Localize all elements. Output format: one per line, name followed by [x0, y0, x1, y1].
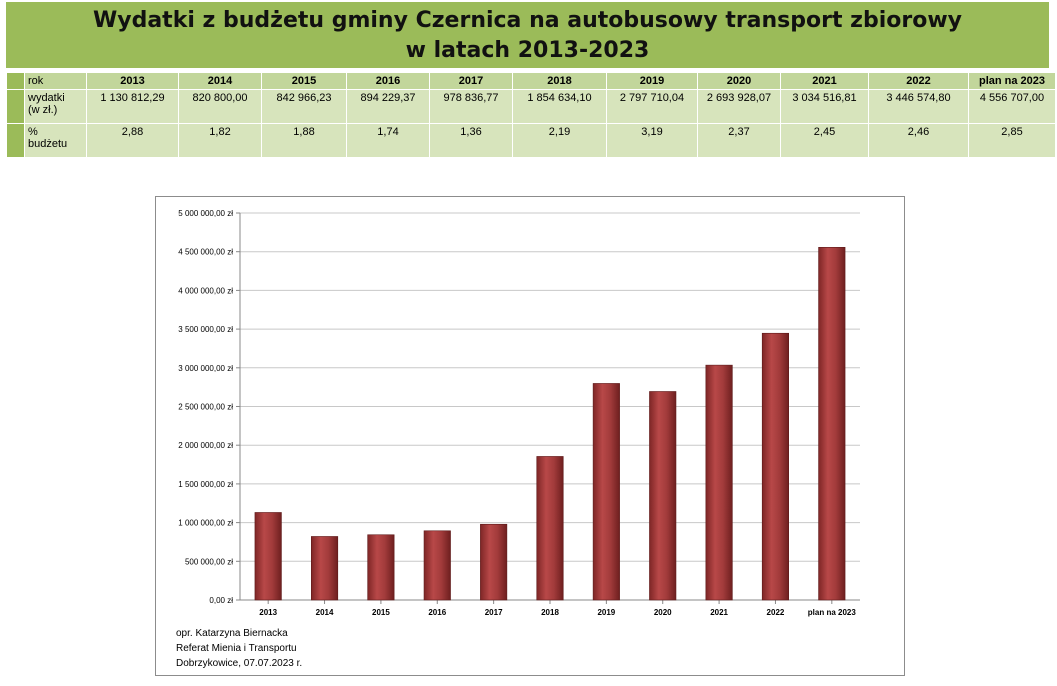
table-cell: 1,88: [261, 123, 347, 158]
bar: [705, 364, 733, 601]
table-cell: 1,74: [346, 123, 430, 158]
bar: [592, 383, 620, 601]
x-tick-label: plan na 2023: [808, 608, 857, 617]
y-tick-label: 3 000 000,00 zł: [178, 364, 233, 373]
table-row-expenses: wydatki (w zł.) 1 130 812,29 820 800,00 …: [6, 89, 1056, 124]
data-table: rok 2013 2014 2015 2016 2017 2018 2019 2…: [6, 72, 1056, 158]
header-year: 2021: [780, 72, 869, 90]
row-marker: [6, 89, 25, 124]
y-tick-label: 4 500 000,00 zł: [178, 248, 233, 257]
table-cell: 1,36: [429, 123, 513, 158]
table-cell: 1,82: [178, 123, 262, 158]
bar: [818, 247, 846, 601]
x-tick-label: 2019: [597, 608, 615, 617]
row-marker: [6, 123, 25, 158]
x-tick-label: 2013: [259, 608, 277, 617]
table-cell: 2,45: [780, 123, 869, 158]
place-date-line: Dobrzykowice, 07.07.2023 r.: [176, 658, 303, 669]
department-line: Referat Mienia i Transportu: [176, 643, 297, 654]
y-tick-label: 3 500 000,00 zł: [178, 325, 233, 334]
table-cell: 1 130 812,29: [86, 89, 179, 124]
header-year: 2015: [261, 72, 347, 90]
table-cell: 2 797 710,04: [606, 89, 698, 124]
table-cell: 842 966,23: [261, 89, 347, 124]
header-year: 2017: [429, 72, 513, 90]
x-tick-label: 2021: [710, 608, 728, 617]
x-tick-label: 2018: [541, 608, 559, 617]
bar: [423, 530, 451, 601]
table-cell: 2,85: [968, 123, 1056, 158]
header-year: plan na 2023: [968, 72, 1056, 90]
title-line-1: Wydatki z budżetu gminy Czernica na auto…: [92, 8, 963, 33]
chart-frame: 0,00 zł 500 000,00 zł 1 000 000,00 zł 1 500…: [155, 196, 905, 676]
table-cell: 978 836,77: [429, 89, 513, 124]
y-tick-label: 4 000 000,00 zł: [178, 286, 233, 295]
header-year: 2019: [606, 72, 698, 90]
table-cell: 894 229,37: [346, 89, 430, 124]
bar-chart: 0,00 zł 500 000,00 zł 1 000 000,00 zł 1 500…: [178, 209, 860, 617]
y-tick-label: 1 000 000,00 zł: [178, 519, 233, 528]
y-tick-label: 500 000,00 zł: [185, 557, 233, 566]
x-tick-label: 2016: [428, 608, 446, 617]
table-cell: 4 556 707,00: [968, 89, 1056, 124]
header-year: 2020: [697, 72, 781, 90]
header-year: 2022: [868, 72, 969, 90]
bar: [536, 456, 564, 601]
header-year: 2014: [178, 72, 262, 90]
row-label-line: budżetu: [28, 138, 68, 150]
table-cell: 820 800,00: [178, 89, 262, 124]
bar: [480, 523, 508, 601]
table-cell: 3 034 516,81: [780, 89, 869, 124]
author-note: opr. Katarzyna Biernacka Referat Mienia …: [176, 626, 302, 671]
table-cell: 3,19: [606, 123, 698, 158]
table-header-row: rok 2013 2014 2015 2016 2017 2018 2019 2…: [6, 72, 1056, 90]
bar: [761, 332, 790, 601]
row-label-line: (w zł.): [28, 104, 58, 116]
title-line-2: w latach 2013-2023: [405, 38, 650, 63]
y-tick-label: 0,00 zł: [209, 596, 233, 605]
x-tick-label: 2020: [654, 608, 672, 617]
author-line: opr. Katarzyna Biernacka: [176, 628, 288, 639]
bar: [311, 536, 339, 601]
x-tick-label: 2014: [316, 608, 334, 617]
row-label: wydatki (w zł.): [24, 89, 87, 124]
row-label: % budżetu: [24, 123, 87, 158]
row-marker: [6, 72, 25, 90]
table-cell: 2,88: [86, 123, 179, 158]
x-tick-label: 2017: [485, 608, 503, 617]
table-cell: 1 854 634,10: [512, 89, 607, 124]
row-label-line: %: [28, 126, 38, 138]
header-year: 2016: [346, 72, 430, 90]
header-year: 2018: [512, 72, 607, 90]
title-band: Wydatki z budżetu gminy Czernica na auto…: [6, 2, 1049, 68]
y-tick-label: 2 000 000,00 zł: [178, 441, 233, 450]
table-cell: 3 446 574,80: [868, 89, 969, 124]
bar: [649, 391, 677, 601]
y-tick-label: 2 500 000,00 zł: [178, 403, 233, 412]
y-tick-label: 1 500 000,00 zł: [178, 480, 233, 489]
x-tick-label: 2022: [767, 608, 785, 617]
row-label-line: wydatki: [28, 92, 65, 104]
x-tick-label: 2015: [372, 608, 390, 617]
header-label: rok: [24, 72, 87, 90]
table-cell: 2,37: [697, 123, 781, 158]
table-cell: 2 693 928,07: [697, 89, 781, 124]
bar: [367, 534, 395, 601]
table-row-budget-share: % budżetu 2,88 1,82 1,88 1,74 1,36 2,19 …: [6, 123, 1056, 158]
table-cell: 2,46: [868, 123, 969, 158]
table-cell: 2,19: [512, 123, 607, 158]
y-tick-label: 5 000 000,00 zł: [178, 209, 233, 218]
bar: [254, 512, 282, 601]
header-year: 2013: [86, 72, 179, 90]
